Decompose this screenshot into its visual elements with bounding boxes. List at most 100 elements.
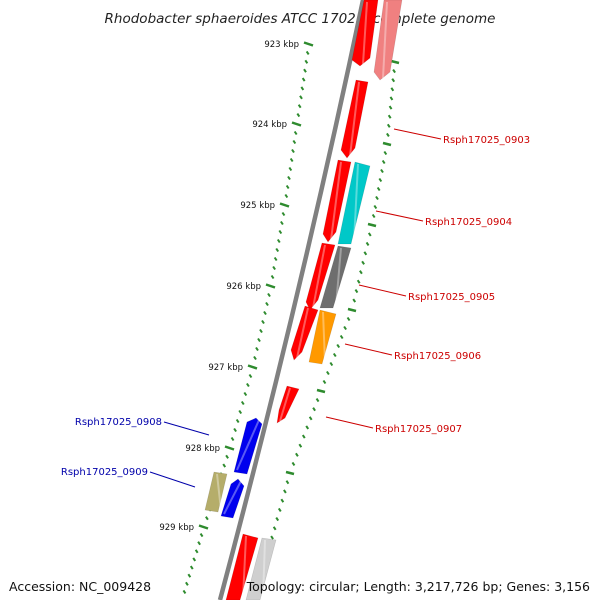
outer-minor-tick: [392, 69, 396, 74]
minor-tick-mark: [303, 68, 307, 73]
gene-label[interactable]: Rsph17025_0909: [61, 467, 148, 478]
minor-tick-mark: [276, 238, 281, 244]
gene-cds-0906-highlight: [322, 311, 326, 363]
gene-cds-forward-highlight: [330, 161, 342, 241]
outer-tick-mark: [347, 307, 357, 313]
outer-minor-tick: [295, 452, 299, 457]
minor-tick-mark: [194, 549, 199, 554]
minor-tick-mark: [246, 382, 250, 388]
minor-tick-mark: [267, 292, 271, 298]
gene-cds-outer[interactable]: [373, 0, 403, 81]
gene-cds-outer-highlight: [382, 1, 388, 79]
minor-tick-mark: [289, 157, 294, 163]
minor-tick-mark: [248, 373, 253, 379]
minor-tick-mark: [189, 565, 194, 570]
outer-minor-tick: [356, 279, 361, 284]
gene-cds-outer-highlight: [262, 539, 266, 599]
gene-cds-0909-highlight: [223, 480, 242, 515]
label-leader-line: [344, 343, 393, 356]
gene-cds-forward[interactable]: [351, 0, 379, 67]
minor-tick-mark: [304, 59, 309, 64]
minor-tick-mark: [187, 573, 192, 578]
gene-cds-forward-highlight: [296, 307, 309, 359]
outer-minor-tick: [277, 507, 282, 512]
minor-tick-mark: [261, 319, 265, 325]
label-leader-line: [149, 471, 196, 488]
outer-minor-tick: [315, 398, 320, 403]
outer-minor-tick: [291, 461, 296, 466]
minor-tick-mark: [299, 95, 303, 100]
gene-layer: [204, 0, 403, 600]
gene-cds-khaki[interactable]: [204, 471, 228, 513]
gene-cds-0909[interactable]: [220, 478, 245, 519]
outer-tick-mark: [316, 388, 326, 394]
label-leader-line: [325, 416, 374, 429]
minor-tick-mark: [270, 274, 275, 280]
outer-minor-tick: [387, 114, 392, 119]
gene-cds-forward[interactable]: [340, 79, 369, 159]
gene-cds-forward[interactable]: [290, 305, 319, 361]
outer-minor-tick: [326, 370, 330, 376]
gene-cds-forward[interactable]: [225, 533, 259, 600]
outer-minor-tick: [283, 489, 287, 494]
minor-tick-mark: [284, 193, 289, 199]
kbp-label: 928 kbp: [185, 444, 220, 454]
minor-tick-mark: [287, 175, 291, 181]
outer-minor-tick: [375, 195, 379, 201]
minor-tick-mark: [259, 328, 263, 334]
gene-cds-forward-highlight: [349, 81, 360, 157]
outer-minor-tick: [298, 443, 303, 448]
outer-minor-tick: [301, 434, 306, 439]
gene-cds-forward[interactable]: [322, 159, 352, 243]
gene-cds-0905[interactable]: [319, 245, 352, 309]
gene-cds-0904-highlight: [353, 163, 359, 243]
gene-cds-khaki-highlight: [216, 473, 222, 511]
gene-label[interactable]: Rsph17025_0904: [425, 217, 512, 228]
minor-tick-mark: [222, 463, 227, 468]
gene-cds-0906[interactable]: [308, 309, 337, 365]
gene-label[interactable]: Rsph17025_0905: [408, 292, 495, 303]
gene-cds-0908[interactable]: [233, 417, 263, 475]
gene-cds-outer[interactable]: [245, 537, 277, 600]
gene-cds-forward[interactable]: [276, 385, 300, 424]
outer-minor-tick: [275, 517, 280, 522]
outer-minor-tick: [343, 325, 347, 331]
minor-tick-mark: [296, 113, 301, 118]
minor-tick-mark: [230, 436, 235, 442]
gene-label[interactable]: Rsph17025_0908: [75, 417, 162, 428]
gene-cds-0904[interactable]: [337, 161, 371, 245]
minor-tick-mark: [199, 533, 204, 538]
gene-label[interactable]: Rsph17025_0907: [375, 424, 462, 435]
minor-tick-mark: [272, 265, 276, 271]
kbp-label: 923 kbp: [264, 40, 299, 50]
outer-minor-tick: [391, 78, 396, 83]
minor-tick-mark: [225, 454, 229, 459]
outer-minor-tick: [354, 289, 359, 294]
minor-tick-mark: [182, 589, 187, 594]
kbp-label: 925 kbp: [240, 201, 275, 211]
accession-text: Accession: NC_009428: [9, 579, 152, 594]
outer-minor-tick: [381, 159, 386, 165]
label-leader-line: [375, 210, 424, 222]
outer-minor-tick: [386, 132, 390, 137]
minor-tick-mark: [291, 148, 295, 154]
minor-tick-mark: [265, 301, 269, 307]
gene-cds-forward[interactable]: [305, 242, 336, 311]
gene-label[interactable]: Rsph17025_0903: [443, 135, 530, 146]
minor-tick-mark: [205, 516, 209, 521]
gene-cds-forward-highlight: [279, 387, 291, 422]
outer-minor-tick: [308, 416, 313, 421]
outer-minor-tick: [388, 105, 393, 110]
label-leader-line: [358, 284, 407, 297]
minor-tick-mark: [292, 139, 297, 145]
minor-tick-mark: [297, 104, 302, 109]
kbp-label: 926 kbp: [226, 282, 261, 292]
gene-label[interactable]: Rsph17025_0906: [394, 351, 481, 362]
outer-minor-tick: [339, 334, 344, 340]
outer-minor-tick: [389, 96, 394, 101]
kbp-label: 929 kbp: [159, 523, 194, 533]
major-tick-mark: [291, 121, 302, 127]
outer-tick-mark: [382, 141, 392, 147]
outer-minor-tick: [373, 204, 378, 210]
